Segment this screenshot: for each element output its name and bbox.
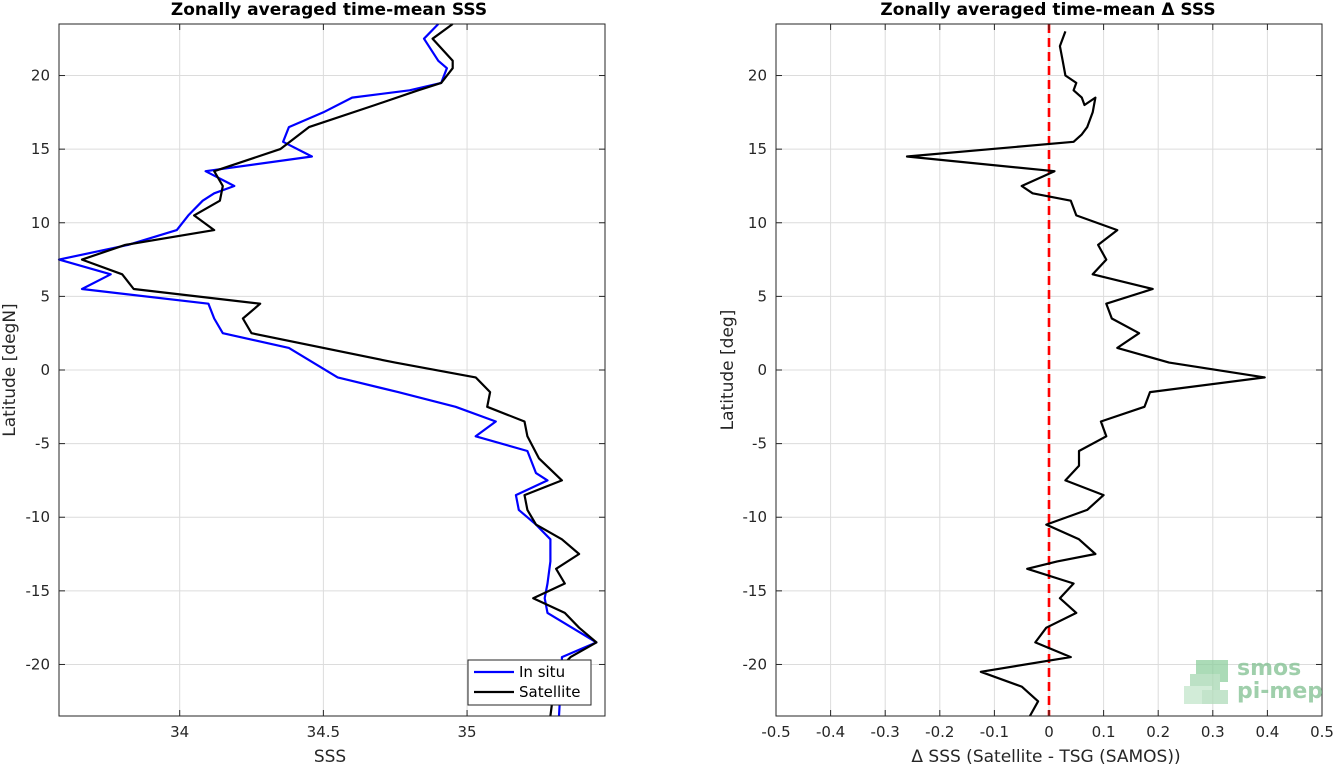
x-tick-label: -0.5 — [761, 723, 790, 741]
x-tick-label: 0.4 — [1255, 723, 1279, 741]
y-tick-label: 0 — [757, 361, 767, 379]
smos-pi-mep-logo: smos pi-mep — [1184, 656, 1323, 704]
x-tick-label: 0.3 — [1201, 723, 1225, 741]
y-tick-label: -10 — [26, 508, 51, 526]
legend-label-satellite: Satellite — [519, 683, 580, 701]
y-tick-label: -20 — [26, 655, 51, 673]
x-tick-label: 34.5 — [307, 723, 340, 741]
sss-title: Zonally averaged time-mean SSS — [171, 0, 487, 20]
series-line-delta-sss — [905, 31, 1266, 717]
sss-x-axis-label: SSS — [314, 747, 346, 765]
sss-grid — [59, 24, 605, 716]
y-tick-label: 15 — [748, 140, 767, 158]
legend-box — [467, 659, 592, 706]
x-tick-label: -0.1 — [980, 723, 1009, 741]
x-tick-label: -0.3 — [871, 723, 900, 741]
y-tick-label: 0 — [40, 361, 50, 379]
legend: In situ Satellite — [467, 659, 592, 706]
logo-text-pi-mep: pi-mep — [1237, 679, 1323, 704]
y-tick-label: 15 — [31, 140, 50, 158]
series-line-satellite — [80, 23, 598, 717]
y-tick-label: -5 — [752, 435, 767, 453]
y-tick-label: 20 — [748, 67, 767, 85]
sss-series — [57, 23, 598, 717]
x-tick-label: 0.1 — [1092, 723, 1116, 741]
delta-sss-panel: -0.5 -0.4 -0.3 -0.2 -0.1 0 0.1 0.2 0.3 0.4 0.5 -20 -… — [718, 0, 1333, 765]
x-tick-label: 0.5 — [1310, 723, 1333, 741]
y-tick-label: -20 — [743, 655, 768, 673]
sss-y-axis-label: Latitude [degN] — [0, 303, 20, 436]
y-tick-label: 20 — [31, 67, 50, 85]
y-tick-label: 5 — [40, 287, 50, 305]
delta-sss-ticks: -0.5 -0.4 -0.3 -0.2 -0.1 0 0.1 0.2 0.3 0.4 0.5 -20 -… — [743, 24, 1333, 741]
x-tick-label: 35 — [458, 723, 477, 741]
logo-graphic — [1184, 660, 1228, 704]
y-tick-label: -15 — [26, 582, 51, 600]
x-tick-label: -0.4 — [816, 723, 845, 741]
sss-ticks: 34 34.5 35 -20 -15 -10 -5 0 5 10 15 20 — [26, 24, 605, 741]
logo-text-smos: smos — [1237, 656, 1301, 681]
y-tick-label: -5 — [35, 435, 50, 453]
y-tick-label: 10 — [31, 214, 50, 232]
legend-label-in-situ: In situ — [519, 663, 565, 681]
x-tick-label: 34 — [170, 723, 189, 741]
delta-sss-title: Zonally averaged time-mean Δ SSS — [880, 0, 1215, 20]
sss-panel: 34 34.5 35 -20 -15 -10 -5 0 5 10 15 20 Zonally aver… — [0, 0, 606, 765]
delta-sss-series — [905, 31, 1266, 717]
y-tick-label: -15 — [743, 582, 768, 600]
y-tick-label: 5 — [757, 287, 767, 305]
x-tick-label: -0.2 — [925, 723, 954, 741]
x-tick-label: 0.2 — [1146, 723, 1170, 741]
delta-sss-y-axis-label: Latitude [deg] — [718, 310, 738, 431]
delta-sss-x-axis-label: Δ SSS (Satellite - TSG (SAMOS)) — [911, 747, 1180, 765]
series-line-in-situ — [57, 23, 598, 717]
y-tick-label: 10 — [748, 214, 767, 232]
x-tick-label: 0 — [1044, 723, 1054, 741]
y-tick-label: -10 — [743, 508, 768, 526]
